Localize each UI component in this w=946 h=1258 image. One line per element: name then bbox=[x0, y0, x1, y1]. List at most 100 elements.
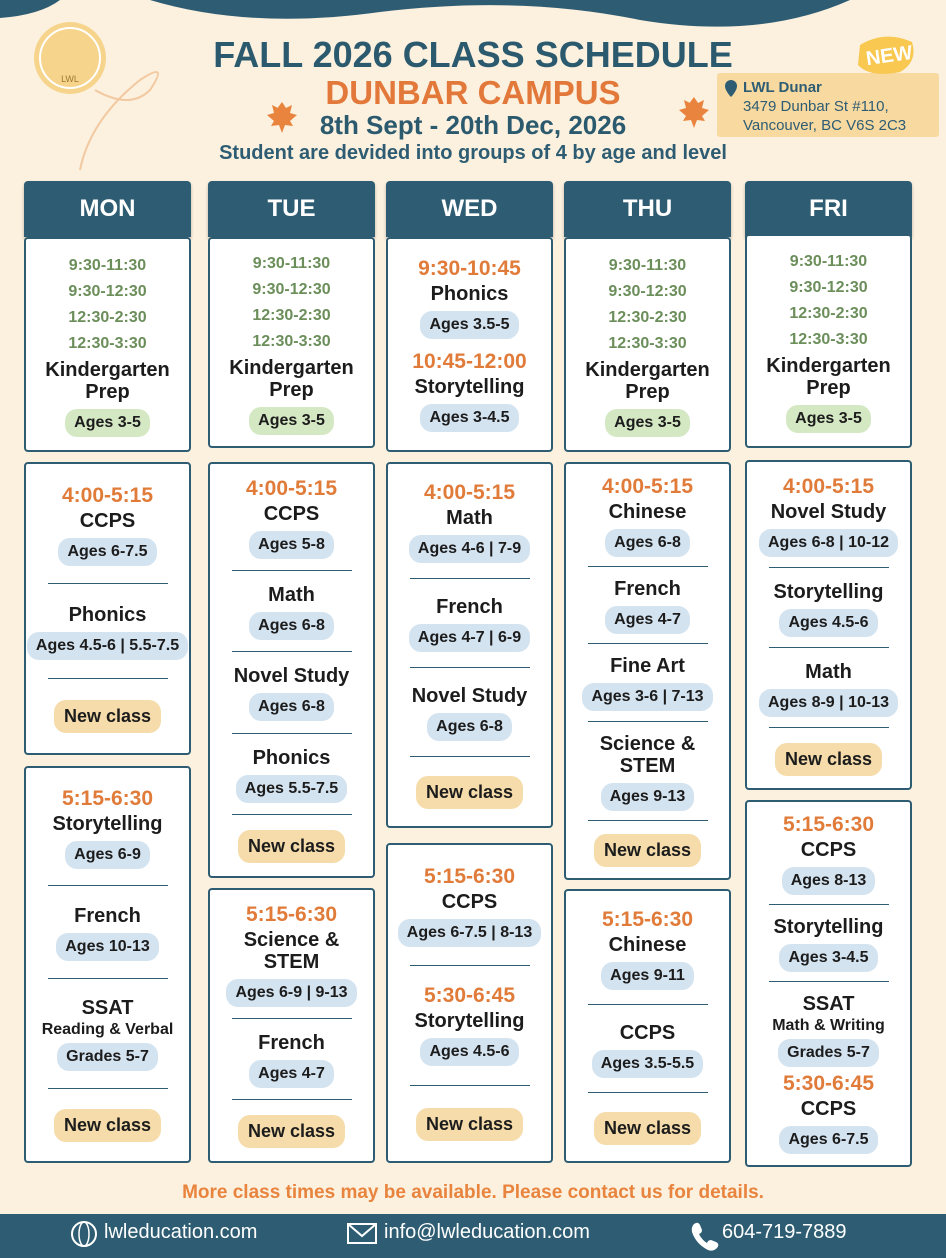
class-entry: New class bbox=[390, 772, 549, 809]
day-header: FRI bbox=[745, 181, 912, 237]
class-name: Chinese bbox=[608, 501, 687, 524]
logo-ring bbox=[39, 27, 101, 89]
class-entry: Math Ages 8-9 | 10-13 bbox=[749, 659, 908, 717]
time-slot: 4:00-5:15 bbox=[601, 475, 694, 499]
footer-bar bbox=[0, 1214, 946, 1258]
footer-note: More class times may be available. Pleas… bbox=[182, 1182, 764, 1203]
time-slot: 4:00-5:15 bbox=[782, 474, 875, 498]
age-tag: Ages 4-7 | 6-9 bbox=[408, 624, 531, 652]
top-wave bbox=[0, 0, 60, 18]
class-name: Kindergarten Prep bbox=[585, 358, 710, 403]
time-slot: 12:30-2:30 bbox=[789, 305, 868, 322]
title: FALL 2026 CLASS SCHEDULE bbox=[213, 34, 733, 75]
class-entry: 9:30-11:30 9:30-12:30 12:30-2:30 12:30-3:30… bbox=[212, 251, 371, 435]
class-entry: New class bbox=[568, 830, 727, 867]
class-entry: Phonics Ages 5.5-7.5 bbox=[212, 745, 371, 803]
age-tag: Ages 6-7.5 bbox=[779, 1126, 878, 1154]
class-name: SSAT bbox=[802, 993, 855, 1015]
age-tag: Ages 6-8 bbox=[605, 529, 690, 558]
pin-icon bbox=[725, 80, 737, 97]
class-entry: Storytelling Ages 4.5-6 bbox=[749, 579, 908, 637]
class-entry: 4:00-5:15 Novel Study Ages 6-8 | 10-12 bbox=[749, 475, 908, 557]
divider bbox=[231, 1099, 352, 1100]
time-slot: 4:00-5:15 bbox=[245, 477, 338, 501]
class-entry: Novel Study Ages 6-8 bbox=[212, 663, 371, 722]
age-tag: New class bbox=[593, 1111, 702, 1145]
class-entry: Novel Study Ages 6-8 bbox=[390, 683, 549, 741]
divider bbox=[409, 578, 530, 579]
age-tag: Ages 6-8 | 10-12 bbox=[759, 528, 898, 557]
time-slot: 5:15-6:30 bbox=[601, 907, 694, 931]
class-name: Storytelling bbox=[773, 916, 884, 938]
class-entry: Math Ages 6-8 bbox=[212, 582, 371, 641]
class-name: CCPS bbox=[79, 509, 136, 532]
class-entry: New class bbox=[28, 696, 187, 734]
class-entry: 5:15-6:30 Science & STEM Ages 6-9 | 9-13 bbox=[212, 903, 371, 1007]
time-slot: 12:30-3:30 bbox=[608, 334, 687, 352]
time-slot: 12:30-3:30 bbox=[252, 332, 331, 350]
web-icon bbox=[78, 1221, 90, 1247]
badge bbox=[858, 36, 914, 74]
time-slot: 5:30-6:45 bbox=[423, 984, 516, 1008]
class-name: Math bbox=[805, 660, 852, 683]
age-tag: Ages 5-8 bbox=[249, 531, 334, 560]
age-tag: Ages 6-8 bbox=[427, 713, 512, 741]
class-entry: French Ages 4-7 | 6-9 bbox=[390, 594, 549, 652]
logo-text: LWL bbox=[61, 74, 79, 84]
time-slot: 9:30-12:30 bbox=[68, 282, 147, 300]
class-entry: SSAT Math & Writing Grades 5-7 bbox=[749, 991, 908, 1067]
time-slot: 5:15-6:30 bbox=[61, 786, 154, 810]
class-name: SSAT bbox=[81, 997, 134, 1020]
mail-icon bbox=[347, 1223, 377, 1244]
time-slot: 4:00-5:15 bbox=[61, 483, 154, 507]
class-entry: 9:30-11:30 9:30-12:30 12:30-2:30 12:30-3:30… bbox=[749, 249, 908, 433]
class-entry: 5:15-6:30 Storytelling Ages 6-9 bbox=[28, 787, 187, 869]
age-tag: Ages 8-9 | 10-13 bbox=[759, 688, 898, 717]
divider bbox=[231, 732, 352, 734]
age-tag: New class bbox=[415, 1107, 524, 1141]
subtitle: DUNBAR CAMPUS bbox=[325, 74, 621, 111]
divider bbox=[587, 819, 708, 821]
day-header: TUE bbox=[208, 181, 375, 237]
class-entry: 4:00-5:15 CCPS Ages 6-7.5 bbox=[28, 484, 187, 566]
age-tag: Ages 3-5 bbox=[786, 405, 871, 433]
class-name: Kindergarten Prep bbox=[766, 355, 891, 399]
divider bbox=[587, 1004, 708, 1005]
class-entry: 5:30-6:45 Storytelling Ages 4.5-6 bbox=[390, 984, 549, 1067]
divider bbox=[47, 1087, 168, 1089]
note: Student are devided into groups of 4 by … bbox=[219, 142, 727, 164]
time-slot: 9:30-11:30 bbox=[789, 253, 868, 270]
class-name: Science & STEM bbox=[243, 929, 340, 973]
leaf bbox=[267, 102, 297, 133]
time-slot: 4:00-5:15 bbox=[423, 481, 516, 504]
age-tag: Ages 10-13 bbox=[56, 932, 159, 961]
age-tag: Ages 8-13 bbox=[781, 867, 876, 895]
class-name: Novel Study bbox=[770, 500, 887, 523]
class-detail: Reading & Verbal bbox=[41, 1021, 174, 1039]
class-entry: 5:15-6:30 Chinese Ages 9-11 bbox=[568, 908, 727, 990]
location-box bbox=[717, 73, 939, 137]
age-tag: Ages 6-7.5 | 8-13 bbox=[397, 919, 542, 948]
time-slot: 5:30-6:45 bbox=[782, 1072, 875, 1095]
divider bbox=[768, 647, 889, 648]
class-entry: French Ages 4-7 bbox=[568, 576, 727, 635]
time-slot: 9:30-11:30 bbox=[252, 254, 331, 272]
day-header: MON bbox=[24, 181, 191, 237]
class-name: Kindergarten Prep bbox=[45, 358, 170, 403]
class-name: Fine Art bbox=[610, 655, 685, 678]
time-slot: 9:30-11:30 bbox=[608, 256, 687, 274]
class-entry: New class bbox=[212, 1111, 371, 1148]
time-slot: 9:30-12:30 bbox=[252, 280, 331, 298]
phone-icon bbox=[691, 1222, 719, 1251]
age-tag: Ages 6-8 bbox=[249, 693, 334, 722]
divider bbox=[47, 977, 168, 979]
divider bbox=[587, 643, 708, 645]
time-slot: 10:45-12:00 bbox=[412, 350, 527, 374]
class-name: French bbox=[258, 1032, 325, 1054]
class-name: French bbox=[74, 904, 141, 927]
dates: 8th Sept - 20th Dec, 2026 bbox=[319, 110, 627, 140]
class-name: Math bbox=[446, 507, 493, 529]
time-block: 5:15-6:30 CCPS Ages 6-7.5 | 8-13 5:30-6:45 S… bbox=[386, 843, 553, 1163]
age-tag: Ages 4-6 | 7-9 bbox=[408, 535, 531, 563]
day-header: THU bbox=[564, 181, 731, 237]
